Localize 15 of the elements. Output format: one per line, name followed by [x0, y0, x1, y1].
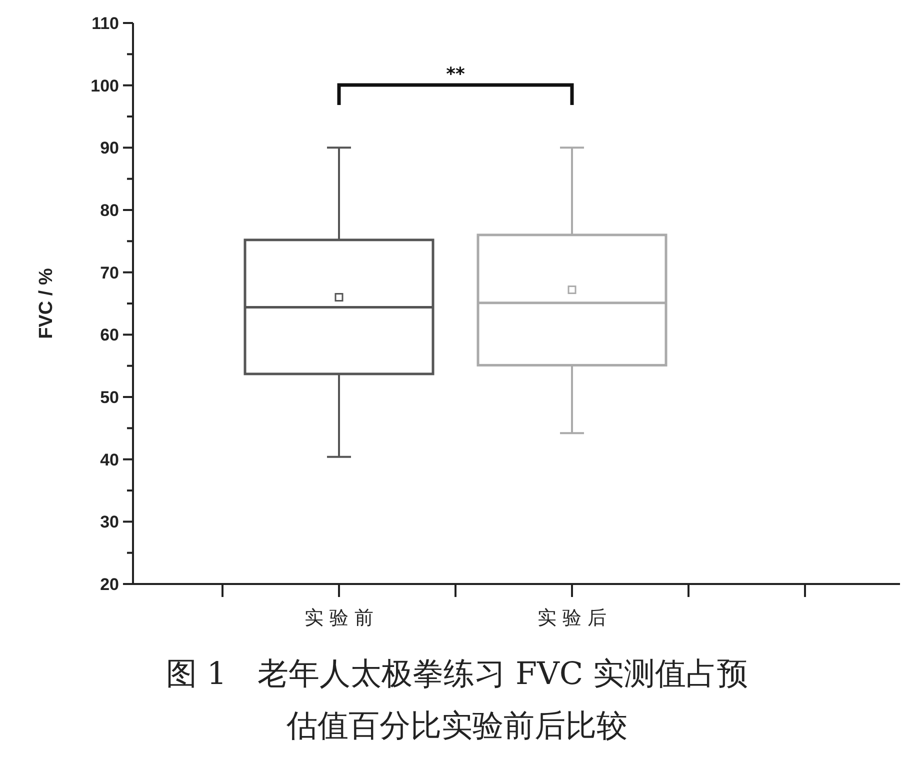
ytick: 90 [100, 138, 119, 158]
ytick: 80 [100, 201, 119, 220]
ytick: 50 [100, 388, 119, 407]
ytick: 70 [100, 263, 119, 282]
ytick: 20 [100, 575, 119, 594]
y-axis-title: FVC / % [36, 268, 57, 339]
annotation: ** [446, 64, 466, 85]
xtick: 实 验 前 [304, 607, 374, 629]
ytick: 60 [100, 326, 119, 345]
ytick: 110 [92, 14, 119, 33]
ytick: 40 [100, 450, 119, 470]
ytick: 30 [100, 512, 119, 532]
ytick: 100 [90, 76, 119, 96]
text: 图 1 老年人太极拳练习 FVC 实测值占预估值百分比实验前后比较 [165, 655, 749, 746]
xtick: 实 验 后 [537, 607, 607, 629]
